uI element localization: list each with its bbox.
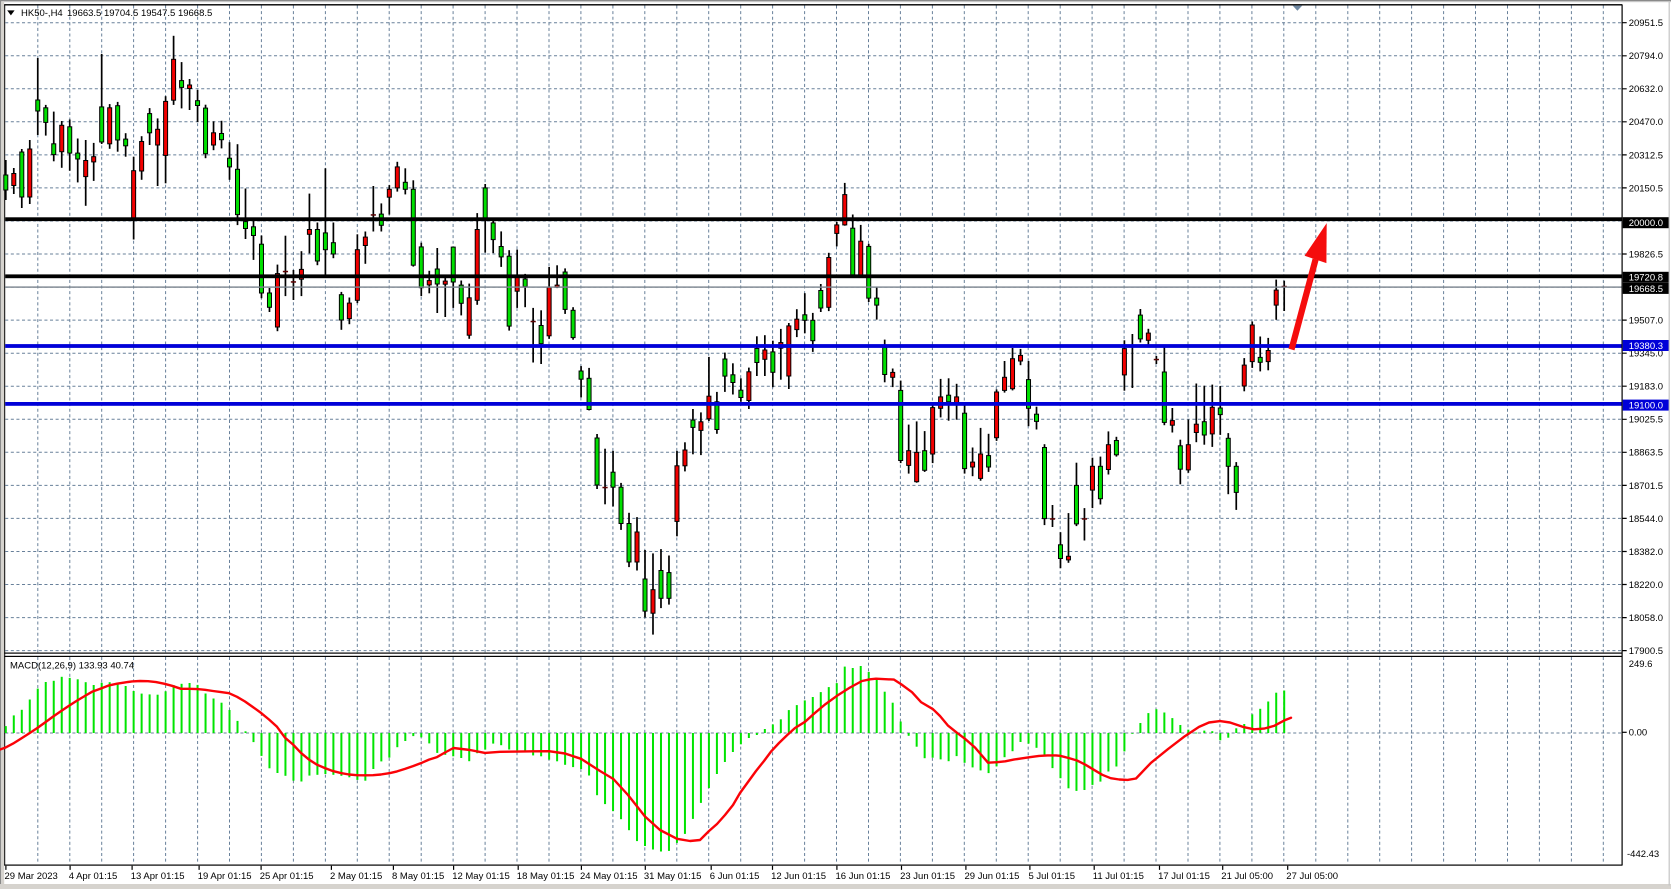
svg-text:19720.8: 19720.8 <box>1629 273 1663 284</box>
svg-text:12 May 01:15: 12 May 01:15 <box>452 871 510 882</box>
svg-text:29 Mar 2023: 29 Mar 2023 <box>5 871 58 882</box>
svg-text:-442.43: -442.43 <box>1627 849 1659 860</box>
svg-text:20951.5: 20951.5 <box>1629 18 1663 29</box>
svg-text:23 Jun 01:15: 23 Jun 01:15 <box>900 871 955 882</box>
svg-text:18544.0: 18544.0 <box>1629 514 1663 525</box>
svg-text:19025.5: 19025.5 <box>1629 415 1663 426</box>
svg-text:4 Apr 01:15: 4 Apr 01:15 <box>69 871 118 882</box>
svg-text:MACD(12,26,9) 133.93 40.74: MACD(12,26,9) 133.93 40.74 <box>10 661 134 672</box>
svg-text:19668.5: 19668.5 <box>1629 284 1663 295</box>
svg-text:19 Apr 01:15: 19 Apr 01:15 <box>198 871 252 882</box>
svg-text:31 May 01:15: 31 May 01:15 <box>644 871 702 882</box>
svg-text:19345.0: 19345.0 <box>1629 349 1663 360</box>
svg-text:249.6: 249.6 <box>1629 659 1653 670</box>
svg-text:8 May 01:15: 8 May 01:15 <box>392 871 444 882</box>
svg-text:20150.5: 20150.5 <box>1629 183 1663 194</box>
svg-text:0.00: 0.00 <box>1629 728 1648 739</box>
svg-text:21 Jul 05:00: 21 Jul 05:00 <box>1221 871 1273 882</box>
svg-text:25 Apr 01:15: 25 Apr 01:15 <box>260 871 314 882</box>
svg-text:16 Jun 01:15: 16 Jun 01:15 <box>836 871 891 882</box>
svg-text:19100.0: 19100.0 <box>1629 401 1663 412</box>
svg-text:20632.0: 20632.0 <box>1629 84 1663 95</box>
svg-text:19826.5: 19826.5 <box>1629 249 1663 260</box>
svg-text:6 Jun 01:15: 6 Jun 01:15 <box>710 871 760 882</box>
svg-text:2 May 01:15: 2 May 01:15 <box>330 871 382 882</box>
svg-text:13 Apr 01:15: 13 Apr 01:15 <box>131 871 185 882</box>
svg-text:18701.5: 18701.5 <box>1629 481 1663 492</box>
svg-text:17 Jul 01:15: 17 Jul 01:15 <box>1158 871 1210 882</box>
svg-text:5 Jul 01:15: 5 Jul 01:15 <box>1029 871 1075 882</box>
svg-text:12 Jun 01:15: 12 Jun 01:15 <box>771 871 826 882</box>
svg-text:18058.0: 18058.0 <box>1629 613 1663 624</box>
svg-text:19663.5 19704.5 19547.5 19668.: 19663.5 19704.5 19547.5 19668.5 <box>67 8 212 19</box>
svg-text:29 Jun 01:15: 29 Jun 01:15 <box>965 871 1020 882</box>
svg-text:20470.0: 20470.0 <box>1629 117 1663 128</box>
svg-text:18863.5: 18863.5 <box>1629 448 1663 459</box>
svg-text:20312.5: 20312.5 <box>1629 150 1663 161</box>
svg-text:18 May 01:15: 18 May 01:15 <box>517 871 575 882</box>
svg-text:20000.0: 20000.0 <box>1629 218 1663 229</box>
svg-text:11 Jul 01:15: 11 Jul 01:15 <box>1093 871 1144 882</box>
svg-text:19380.3: 19380.3 <box>1629 341 1663 352</box>
svg-text:24 May 01:15: 24 May 01:15 <box>580 871 638 882</box>
svg-text:19183.0: 19183.0 <box>1629 382 1663 393</box>
svg-text:19507.0: 19507.0 <box>1629 316 1663 327</box>
svg-text:HK50-,H4: HK50-,H4 <box>21 8 63 19</box>
svg-text:18382.0: 18382.0 <box>1629 547 1663 558</box>
svg-text:27 Jul 05:00: 27 Jul 05:00 <box>1286 871 1338 882</box>
svg-text:17900.5: 17900.5 <box>1629 646 1663 657</box>
svg-text:18220.0: 18220.0 <box>1629 580 1663 591</box>
svg-text:20794.0: 20794.0 <box>1629 51 1663 62</box>
